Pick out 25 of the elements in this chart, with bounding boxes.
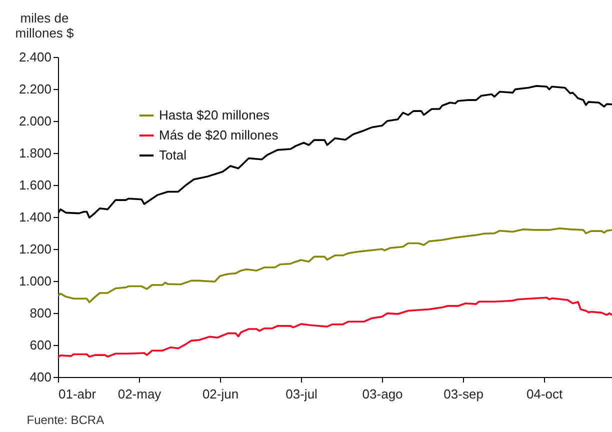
x-tick-label: 02-jun xyxy=(202,386,239,402)
legend-label: Total xyxy=(159,148,187,162)
legend-label: Hasta $20 millones xyxy=(159,108,270,122)
x-tick-label: 03-ago xyxy=(362,386,403,402)
y-tick-label: 1.400 xyxy=(18,210,52,224)
line-series xyxy=(58,296,612,358)
legend-label: Más de $20 millones xyxy=(159,128,279,142)
x-tick-label: 01-abr xyxy=(58,386,97,402)
y-tick-label: 400 xyxy=(30,370,52,384)
y-tick-label: 2.000 xyxy=(18,114,52,128)
x-tick-label: 04-oct xyxy=(526,386,564,402)
y-tick-label: 1.600 xyxy=(18,178,52,192)
x-tick-label: 02-may xyxy=(118,386,162,402)
line-series xyxy=(58,227,612,304)
y-tick-label: 600 xyxy=(30,338,52,352)
x-tick-label: 03-sep xyxy=(444,386,484,402)
x-tick-label: 03-jul xyxy=(286,386,318,402)
y-axis-title: miles de millones $ xyxy=(15,10,75,40)
y-tick-label: 1.800 xyxy=(18,146,52,160)
y-tick-label: 800 xyxy=(30,306,52,320)
source-note: Fuente: BCRA xyxy=(26,413,104,427)
y-tick-label: 2.200 xyxy=(18,82,52,96)
y-tick-label: 2.400 xyxy=(18,50,52,64)
y-tick-label: 1.200 xyxy=(18,242,52,256)
y-tick-label: 1.000 xyxy=(18,274,52,288)
